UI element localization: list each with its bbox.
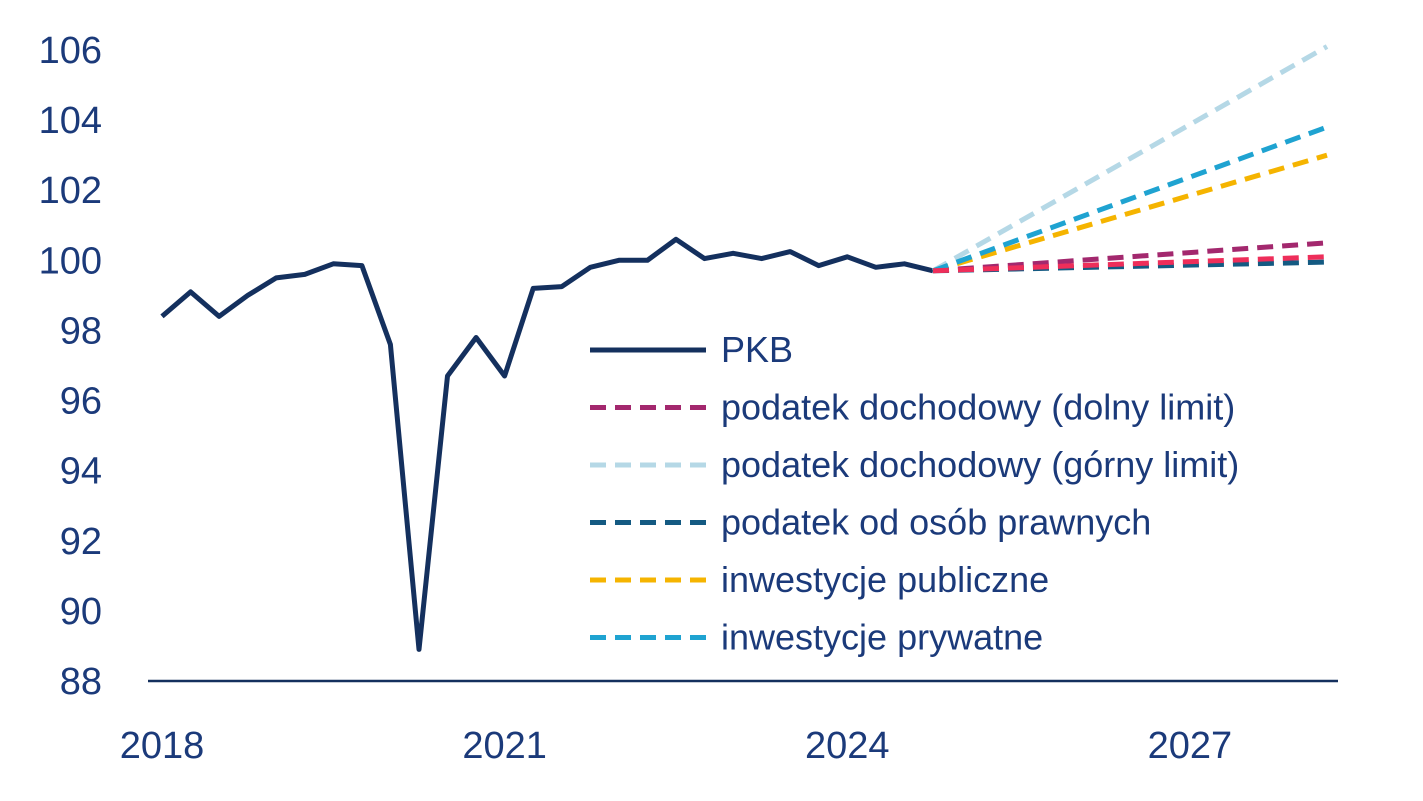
y-tick-label-106: 106: [39, 30, 102, 72]
y-tick-label-98: 98: [60, 310, 102, 352]
legend-label-podatek-dochodowy-dolny-limit-: podatek dochodowy (dolny limit): [721, 387, 1235, 428]
y-tick-label-104: 104: [39, 100, 102, 142]
legend-label-podatek-od-osób-prawnych: podatek od osób prawnych: [721, 502, 1151, 543]
legend-label-inwestycje-publiczne: inwestycje publiczne: [721, 559, 1049, 600]
x-axis-ticks: 2018 2021 2024 2027: [120, 725, 1232, 767]
legend-label-inwestycje-prywatne: inwestycje prywatne: [721, 617, 1043, 658]
legend-label-pkb: PKB: [721, 329, 793, 370]
series-line-pkb: [160, 236, 934, 652]
y-tick-label-100: 100: [39, 240, 102, 282]
y-tick-label-94: 94: [60, 451, 102, 493]
y-tick-label-88: 88: [60, 661, 102, 703]
y-tick-label-90: 90: [60, 591, 102, 633]
series-line-inwestycje-prywatne: [932, 124, 1328, 274]
x-tick-label-2024: 2024: [805, 725, 890, 767]
series-group: [160, 44, 1329, 652]
legend: PKB podatek dochodowy (dolny limit) podate…: [590, 329, 1239, 658]
x-tick-label-2018: 2018: [120, 725, 205, 767]
x-tick-label-2027: 2027: [1148, 725, 1233, 767]
legend-label-podatek-dochodowy-górny-limit-: podatek dochodowy (górny limit): [721, 444, 1239, 485]
y-tick-label-102: 102: [39, 170, 102, 212]
y-tick-label-96: 96: [60, 381, 102, 423]
y-tick-label-92: 92: [60, 521, 102, 563]
y-axis-ticks: 88 90 92 94 96 98 100 102 104 106: [39, 30, 102, 703]
series-line-podatek-dochodowy-górny-limit-: [931, 44, 1329, 273]
x-tick-label-2021: 2021: [462, 725, 547, 767]
series-line-inwestycje-publiczne: [932, 152, 1328, 274]
series-line-baseline-6: [932, 254, 1328, 274]
